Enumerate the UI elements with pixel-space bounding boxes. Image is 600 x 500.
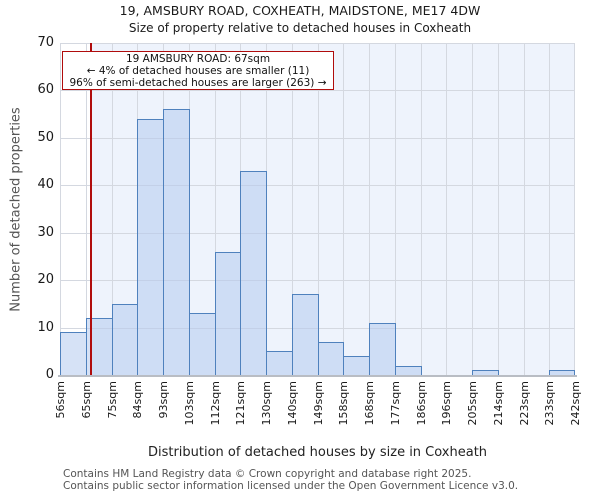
annotation-property-line: 19 AMSBURY ROAD: 67sqm (125, 53, 271, 65)
y-tick-label: 40 (37, 177, 54, 193)
histogram-bar (472, 370, 499, 375)
x-tick-label: 205sqm (466, 381, 479, 426)
gridline-vertical (472, 43, 473, 375)
x-tick-label: 130sqm (260, 381, 273, 426)
x-tick-label: 168sqm (363, 381, 376, 426)
x-tick-label: 233sqm (543, 381, 557, 426)
gridline-vertical (214, 43, 216, 375)
x-tick-label: 158sqm (337, 381, 351, 426)
x-tick-label: 56sqm (54, 381, 67, 419)
x-axis-line (58, 375, 577, 377)
subject-property-marker-line (89, 43, 92, 375)
annotation-larger-line: 96% of semi-detached houses are larger (… (69, 77, 327, 89)
histogram-bar (549, 370, 575, 375)
y-tick-label: 20 (37, 272, 54, 288)
x-axis-title: Distribution of detached houses by size … (147, 445, 488, 460)
x-tick-label: 214sqm (491, 381, 505, 426)
gridline-vertical (369, 43, 370, 375)
gridline-vertical (394, 43, 396, 375)
x-tick-label: 112sqm (208, 381, 222, 426)
x-tick-label: 140sqm (285, 381, 299, 426)
gridline-vertical (497, 43, 499, 375)
histogram-bar (291, 294, 319, 375)
footer-line-1: Contains HM Land Registry data © Crown c… (63, 468, 472, 480)
histogram-bar (163, 109, 190, 375)
histogram-bar (343, 356, 370, 375)
histogram-bar (369, 322, 396, 375)
footer-attribution: Contains HM Land Registry data © Crown c… (63, 468, 519, 492)
histogram-bar (214, 251, 242, 375)
y-tick-label: 70 (37, 35, 54, 50)
gridline-vertical (317, 43, 319, 375)
x-tick-label: 103sqm (182, 381, 196, 426)
x-tick-label: 223sqm (517, 381, 531, 426)
histogram-bar (266, 351, 293, 375)
x-tick-label: 149sqm (311, 381, 325, 426)
annotation-box: 19 AMSBURY ROAD: 67sqm ← 4% of detached … (62, 51, 334, 90)
x-tick-label: 121sqm (234, 381, 248, 426)
histogram-bar (240, 171, 267, 375)
x-tick-label: 84sqm (131, 381, 145, 419)
histogram-bar (111, 303, 139, 375)
gridline-vertical (574, 43, 575, 375)
chart-subtitle: Size of property relative to detached ho… (128, 21, 472, 35)
y-tick-label: 50 (37, 129, 54, 145)
footer-line-2: Contains public sector information licen… (63, 479, 519, 492)
gridline-vertical (291, 43, 293, 375)
y-tick-label: 30 (37, 224, 54, 240)
chart-title: 19, AMSBURY ROAD, COXHEATH, MAIDSTONE, M… (119, 3, 481, 18)
x-tick-label: 75sqm (105, 381, 119, 419)
y-tick-label: 0 (45, 367, 54, 382)
gridline-vertical (446, 43, 448, 375)
x-tick-label: 93sqm (157, 381, 170, 419)
histogram-bar (394, 365, 422, 375)
x-tick-label: 196sqm (440, 381, 454, 426)
gridline-vertical (111, 43, 113, 375)
histogram-bar (317, 341, 345, 375)
y-tick-label: 10 (37, 319, 54, 335)
gridline-vertical (420, 43, 422, 375)
plot-area: 19 AMSBURY ROAD: 67sqm ← 4% of detached … (60, 43, 575, 375)
x-tick-label: 177sqm (388, 381, 402, 426)
histogram-bar (60, 332, 87, 375)
gridline-vertical (85, 43, 87, 375)
annotation-smaller-line: ← 4% of detached houses are smaller (11) (86, 65, 310, 77)
x-tick-label: 65sqm (79, 381, 93, 419)
gridline-vertical (343, 43, 345, 375)
y-tick-label: 60 (37, 82, 54, 98)
histogram-bar (188, 313, 216, 375)
gridline-vertical (549, 43, 551, 375)
x-tick-label: 186sqm (414, 381, 428, 426)
x-tick-label: 242sqm (569, 381, 582, 426)
histogram-bar (137, 118, 164, 375)
gridline-vertical (60, 43, 61, 375)
gridline-vertical (523, 43, 525, 375)
